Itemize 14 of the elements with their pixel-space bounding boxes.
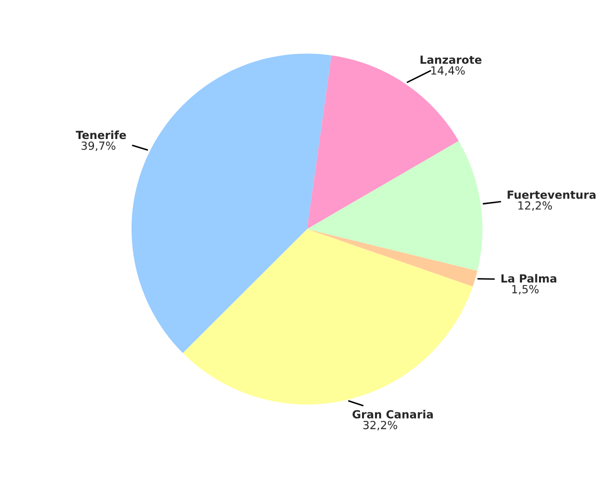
pie-slice bbox=[307, 229, 478, 287]
data-label: 32,2% bbox=[363, 420, 398, 430]
slice-label: La Palma bbox=[501, 274, 556, 283]
pie-slice bbox=[307, 140, 482, 271]
slice-label: Tenerife bbox=[76, 130, 126, 140]
pie-slice bbox=[182, 229, 473, 405]
pie-slice bbox=[132, 54, 332, 353]
data-label: 14,4% bbox=[431, 66, 465, 76]
data-label: 39,7% bbox=[82, 142, 116, 152]
slice-label: Lanzarote bbox=[420, 56, 482, 64]
data-label: 12,2% bbox=[518, 201, 552, 211]
slice-label: Gran Canaria bbox=[352, 410, 433, 418]
slice-label: Fuerteventura bbox=[508, 190, 596, 199]
data-label: 1,5% bbox=[512, 284, 539, 295]
